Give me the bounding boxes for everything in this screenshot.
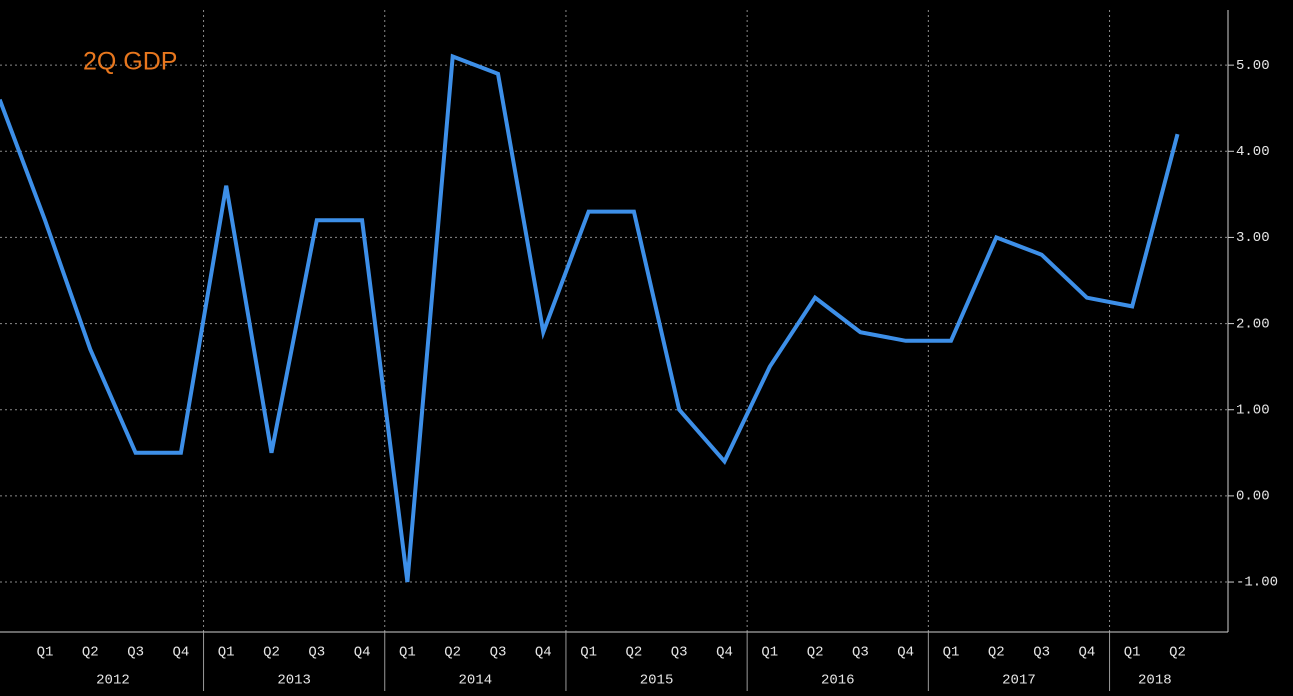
x-tick-label: Q4 <box>897 645 914 661</box>
x-tick-label: Q3 <box>852 645 869 661</box>
y-tick-label: 1.00 <box>1236 402 1270 418</box>
year-label: 2017 <box>1002 673 1036 689</box>
x-tick-label: Q2 <box>625 645 642 661</box>
x-tick-label: Q2 <box>988 645 1005 661</box>
grid <box>0 10 1228 632</box>
x-tick-label: Q1 <box>761 645 778 661</box>
x-tick-label: Q4 <box>172 645 189 661</box>
x-tick-label: Q1 <box>218 645 235 661</box>
x-tick-label: Q3 <box>490 645 507 661</box>
year-label: 2012 <box>96 673 130 689</box>
year-label: 2014 <box>459 673 493 689</box>
x-tick-label: Q4 <box>354 645 371 661</box>
year-label: 2015 <box>640 673 674 689</box>
year-label: 2016 <box>821 673 855 689</box>
y-tick-label: 5.00 <box>1236 58 1270 74</box>
x-tick-label: Q4 <box>535 645 552 661</box>
x-tick-label: Q2 <box>82 645 99 661</box>
x-tick-label: Q1 <box>580 645 597 661</box>
x-tick-label: Q3 <box>671 645 688 661</box>
x-tick-label: Q4 <box>716 645 733 661</box>
x-tick-label: Q2 <box>263 645 280 661</box>
year-label: 2013 <box>277 673 311 689</box>
data-line <box>0 53 1180 583</box>
x-tick-label: Q3 <box>1033 645 1050 661</box>
chart-title: 2Q GDP <box>83 48 177 76</box>
y-tick-label: -1.00 <box>1236 575 1278 591</box>
x-tick-label: Q1 <box>399 645 416 661</box>
x-tick-label: Q4 <box>1078 645 1095 661</box>
x-tick-label: Q1 <box>943 645 960 661</box>
x-tick-label: Q3 <box>308 645 325 661</box>
x-tick-label: Q3 <box>127 645 144 661</box>
x-tick-label: Q2 <box>807 645 824 661</box>
x-tick-label: Q1 <box>1124 645 1141 661</box>
x-tick-label: Q2 <box>444 645 461 661</box>
plot-area <box>0 53 1180 583</box>
y-tick-label: 3.00 <box>1236 230 1270 246</box>
y-tick-label: 2.00 <box>1236 316 1270 332</box>
x-tick-label: Q1 <box>37 645 54 661</box>
y-tick-label: 4.00 <box>1236 144 1270 160</box>
year-label: 2018 <box>1138 673 1172 689</box>
x-tick-label: Q2 <box>1169 645 1186 661</box>
y-tick-label: 0.00 <box>1236 489 1270 505</box>
